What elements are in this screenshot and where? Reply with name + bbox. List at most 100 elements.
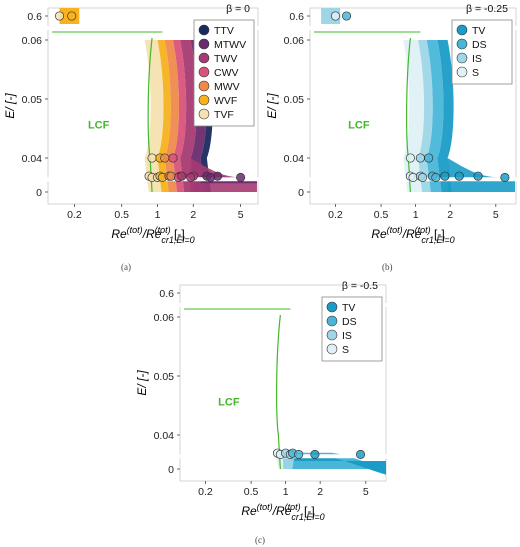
x-tick-label: 2 [447,209,453,221]
legend-marker [326,315,338,327]
data-point-tv [454,171,464,181]
legend-marker [326,301,338,313]
data-point-s [330,11,340,21]
y-tick-label: 0.05 [284,94,305,106]
legend-label: DS [472,39,487,51]
x-tick-label: 2 [317,486,323,498]
data-point-ds [294,449,304,460]
legend-marker [326,343,338,355]
legend-marker [198,38,210,50]
data-point-ds [431,172,441,183]
y-tick-label: 0.04 [154,430,175,442]
regime-band-mwv [164,40,180,192]
x-tick-label: 5 [238,209,244,221]
data-point-s [405,153,415,163]
data-point-mwv [166,171,176,181]
legend-label: MTWV [214,39,246,51]
legend-label: TVF [214,109,234,121]
chart-panel-b: 0.6 0.06 0.05 0.04 0 0.2 0.5 1 2 5 E/ [-] Re(tot)/R… [262,0,520,275]
x-axis-label: Re(tot)/Recr1,El=0(tot) [-] [111,225,194,245]
x-axis-label: Re(tot)/Recr1,El=0(tot) [-] [241,502,324,522]
beta-label: β = -0.25 [466,3,508,15]
y-tick-label: 0.05 [22,94,43,106]
x-tick-label: 1 [413,209,419,221]
axis-break-upper [174,303,392,307]
data-point-tv [440,171,450,181]
legend-label: CWV [214,67,239,79]
beta-label: β = -0.5 [342,280,378,292]
x-tick-label: 0.2 [198,486,213,498]
y-tick-label: 0.04 [284,153,305,165]
legend-label: WVF [214,95,237,107]
data-point-tvf [54,11,65,21]
y-tick-label: 0.04 [22,153,43,165]
data-point-ds [424,153,434,163]
y-tick-label: 0.06 [154,312,175,324]
legend-marker [456,38,468,50]
legend-marker [198,24,210,36]
caption-a: (a) [121,262,131,272]
legend-label: IS [342,330,352,342]
data-point-is [418,172,428,183]
data-point-wvf [67,11,77,21]
y-tick-label: 0.06 [284,35,305,47]
regime-band-tv [437,40,454,192]
legend-label: MWV [214,81,240,93]
lcf-label: LCF [348,120,370,132]
axis-break-upper [304,26,520,30]
x-tick-label: 0.2 [328,209,343,221]
data-point-mtwv [206,172,216,183]
y-axis-label: E/ [-] [265,93,279,119]
axis-break-upper [42,26,262,30]
caption-b: (b) [382,262,393,272]
legend-label: TV [342,302,355,314]
data-point-tv [500,172,510,183]
data-point-cwv [168,153,178,163]
data-point-tv [473,171,483,181]
y-tick-label: 0 [36,187,42,199]
chart-panel-c: 0.6 0.06 0.05 0.04 0 0.2 0.5 1 2 5 E/ [-] Re(tot)/R… [132,277,394,547]
x-tick-label: 0.5 [374,209,389,221]
region-tv [290,456,386,475]
lcf-boundary-curve [276,314,281,470]
chart-b-svg: 0.6 0.06 0.05 0.04 0 0.2 0.5 1 2 5 E/ [-] Re(tot)/R… [265,3,520,245]
legend-marker [198,52,210,64]
data-point-tvf [147,153,157,163]
beta-label: β = 0 [226,3,250,15]
legend-label: S [472,67,479,79]
data-point-ds [342,11,352,21]
legend-marker [326,329,338,341]
data-point-twv [177,171,187,181]
y-tick-label: 0.05 [154,371,175,383]
legend-marker [456,66,468,78]
bulge-region [190,158,257,192]
legend-label: IS [472,53,482,65]
legend-marker [456,24,468,36]
legend-marker [198,108,210,120]
legend-marker [198,80,210,92]
x-tick-label: 5 [493,209,499,221]
y-tick-label: 0.06 [22,35,43,47]
y-tick-label: 0.6 [289,11,304,23]
legend-label: DS [342,316,357,328]
legend-label: TV [472,25,485,37]
legend-marker [198,94,210,106]
data-point-twv [186,172,196,183]
x-tick-label: 0.5 [114,209,129,221]
legend-label: S [342,344,349,356]
x-tick-label: 2 [190,209,196,221]
x-tick-label: 5 [363,486,369,498]
x-tick-label: 0.2 [67,209,82,221]
y-axis-label: E/ [-] [3,93,17,119]
lcf-label: LCF [218,397,240,409]
y-tick-label: 0 [298,187,304,199]
data-point-is [415,153,425,163]
x-tick-label: 1 [155,209,161,221]
y-axis-label: E/ [-] [135,370,149,396]
y-tick-label: 0.6 [27,11,42,23]
x-tick-label: 0.5 [244,486,259,498]
x-tick-label: 1 [283,486,289,498]
legend-label: TTV [214,25,234,37]
lcf-label: LCF [88,120,110,132]
y-tick-label: 0 [168,464,174,476]
